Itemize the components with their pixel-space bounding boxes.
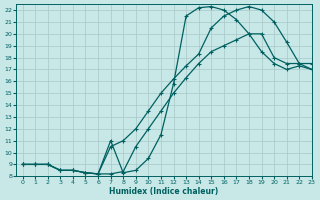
X-axis label: Humidex (Indice chaleur): Humidex (Indice chaleur) — [109, 187, 219, 196]
